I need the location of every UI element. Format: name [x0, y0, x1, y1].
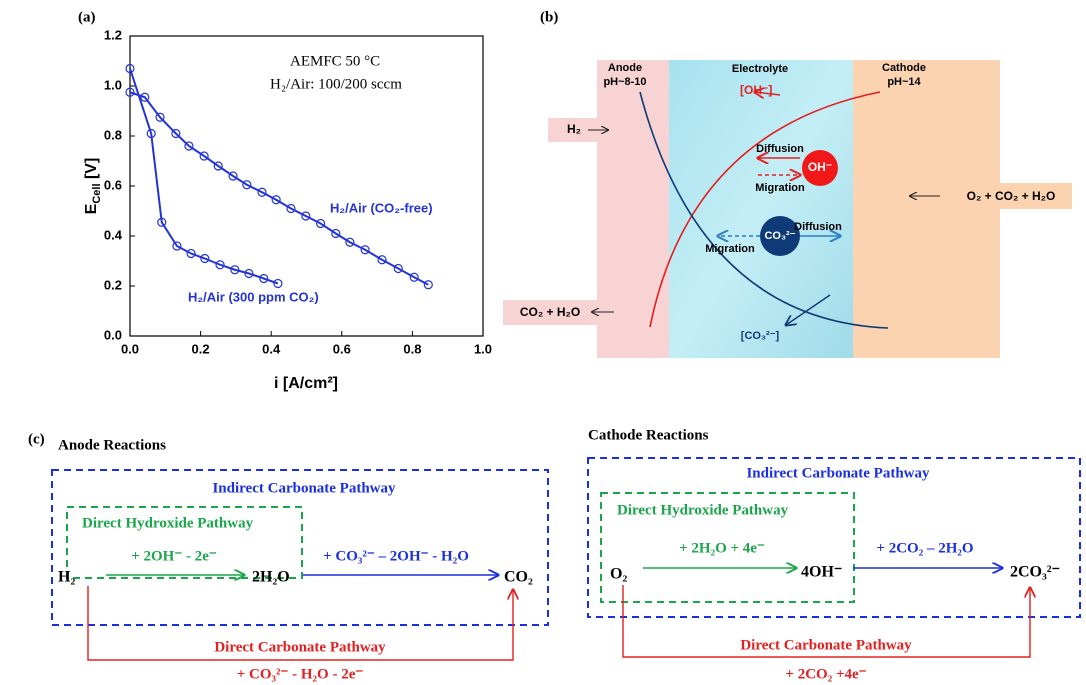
step: + CO₃²⁻ – 2OH⁻ - H₂O — [323, 548, 469, 564]
y-axis-label: ECell [V] — [83, 158, 103, 215]
x-tick-label: 1.0 — [474, 341, 492, 356]
series-line — [130, 69, 278, 284]
y-tick-label: 1.0 — [104, 77, 122, 92]
anode-label: Anode — [608, 62, 642, 74]
figure: (a) AEMFC 50 °C H₂/Air: 100/200 sccm i [… — [0, 0, 1086, 685]
step: + 2H₂O + 4e⁻ — [679, 540, 765, 556]
carbonate-label: Direct Carbonate Pathway — [740, 637, 912, 653]
product: CO₂ — [504, 569, 533, 586]
series-label: H₂/Air (300 ppm CO₂) — [188, 289, 319, 304]
x-tick-label: 0.2 — [192, 341, 210, 356]
panel-label: (a) — [78, 9, 96, 25]
reactant: H₂ — [58, 569, 75, 586]
y-label-main: E — [83, 203, 100, 214]
annotation: H₂/Air: 100/200 sccm — [270, 76, 402, 92]
series-label: H₂/Air (CO₂-free) — [330, 200, 433, 215]
electrolyte-label: Electrolyte — [732, 63, 788, 75]
co3-diffusion: Diffusion — [794, 221, 842, 233]
annotation: AEMFC 50 °C — [290, 53, 380, 69]
intermediate: 4OH⁻ — [801, 564, 842, 581]
x-tick-label: 0.6 — [333, 341, 351, 356]
indirect-label: Indirect Carbonate Pathway — [212, 480, 396, 496]
reactions-c: (c) Anode Reactions Indirect Carbonate P… — [28, 427, 1080, 682]
x-tick-label: 0.8 — [403, 341, 421, 356]
y-tick-label: 0.2 — [104, 277, 122, 292]
intermediate: 2H₂O — [252, 569, 290, 586]
oh-product: [OH⁻] — [740, 83, 772, 97]
h2-in: H₂ — [567, 122, 581, 136]
panel-label: (c) — [28, 431, 45, 447]
carbonate-label: Direct Carbonate Pathway — [214, 639, 386, 655]
y-label-sub: Cell — [91, 183, 103, 203]
cathode-region — [853, 60, 1000, 358]
step: + 2CO₂ +4e⁻ — [785, 666, 866, 682]
chart-a: (a) AEMFC 50 °C H₂/Air: 100/200 sccm i [… — [78, 9, 492, 392]
anode-region — [597, 60, 669, 358]
anode-title: Anode Reactions — [58, 437, 166, 453]
y-tick-label: 1.2 — [104, 27, 122, 42]
step: + 2OH⁻ - 2e⁻ — [131, 548, 217, 564]
y-tick-label: 0.6 — [104, 177, 122, 192]
indirect-box — [588, 458, 1080, 617]
anode-ph: pH~8-10 — [603, 76, 646, 88]
y-tick-label: 0.0 — [104, 327, 122, 342]
cathode-ph: pH~14 — [887, 76, 921, 88]
oh-ion-label: OH⁻ — [808, 160, 832, 174]
anode-exhaust: CO₂ + H₂O — [520, 305, 580, 319]
panel-label: (b) — [540, 9, 558, 25]
indirect-label: Indirect Carbonate Pathway — [746, 465, 930, 481]
reactant: O₂ — [610, 566, 627, 583]
co3-migration: Migration — [705, 243, 755, 255]
hydroxide-label: Direct Hydroxide Pathway — [82, 515, 254, 531]
y-tick-label: 0.4 — [104, 227, 123, 242]
step: + 2CO₂ – 2H₂O — [876, 540, 973, 556]
x-axis-label: i [A/cm²] — [274, 375, 338, 392]
x-tick-label: 0.0 — [121, 341, 139, 356]
hydroxide-label: Direct Hydroxide Pathway — [617, 502, 789, 518]
product: 2CO₃²⁻ — [1010, 564, 1060, 581]
step: + CO₃²⁻ - H₂O - 2e⁻ — [237, 666, 364, 682]
diagram-b: (b) Anode pH~8-10 Electrolyte Cathode pH… — [503, 9, 1072, 358]
co3-product: [CO₃²⁻] — [741, 330, 780, 342]
cathode-title: Cathode Reactions — [588, 427, 709, 443]
oh-migration: Migration — [755, 182, 805, 194]
co3-ion-label: CO₃²⁻ — [764, 230, 795, 242]
x-tick-label: 0.4 — [262, 341, 281, 356]
cathode-feed: O₂ + CO₂ + H₂O — [967, 189, 1056, 203]
y-tick-label: 0.8 — [104, 127, 122, 142]
oh-diffusion: Diffusion — [756, 143, 804, 155]
y-label-unit: [V] — [83, 158, 100, 184]
cathode-label: Cathode — [882, 62, 926, 74]
